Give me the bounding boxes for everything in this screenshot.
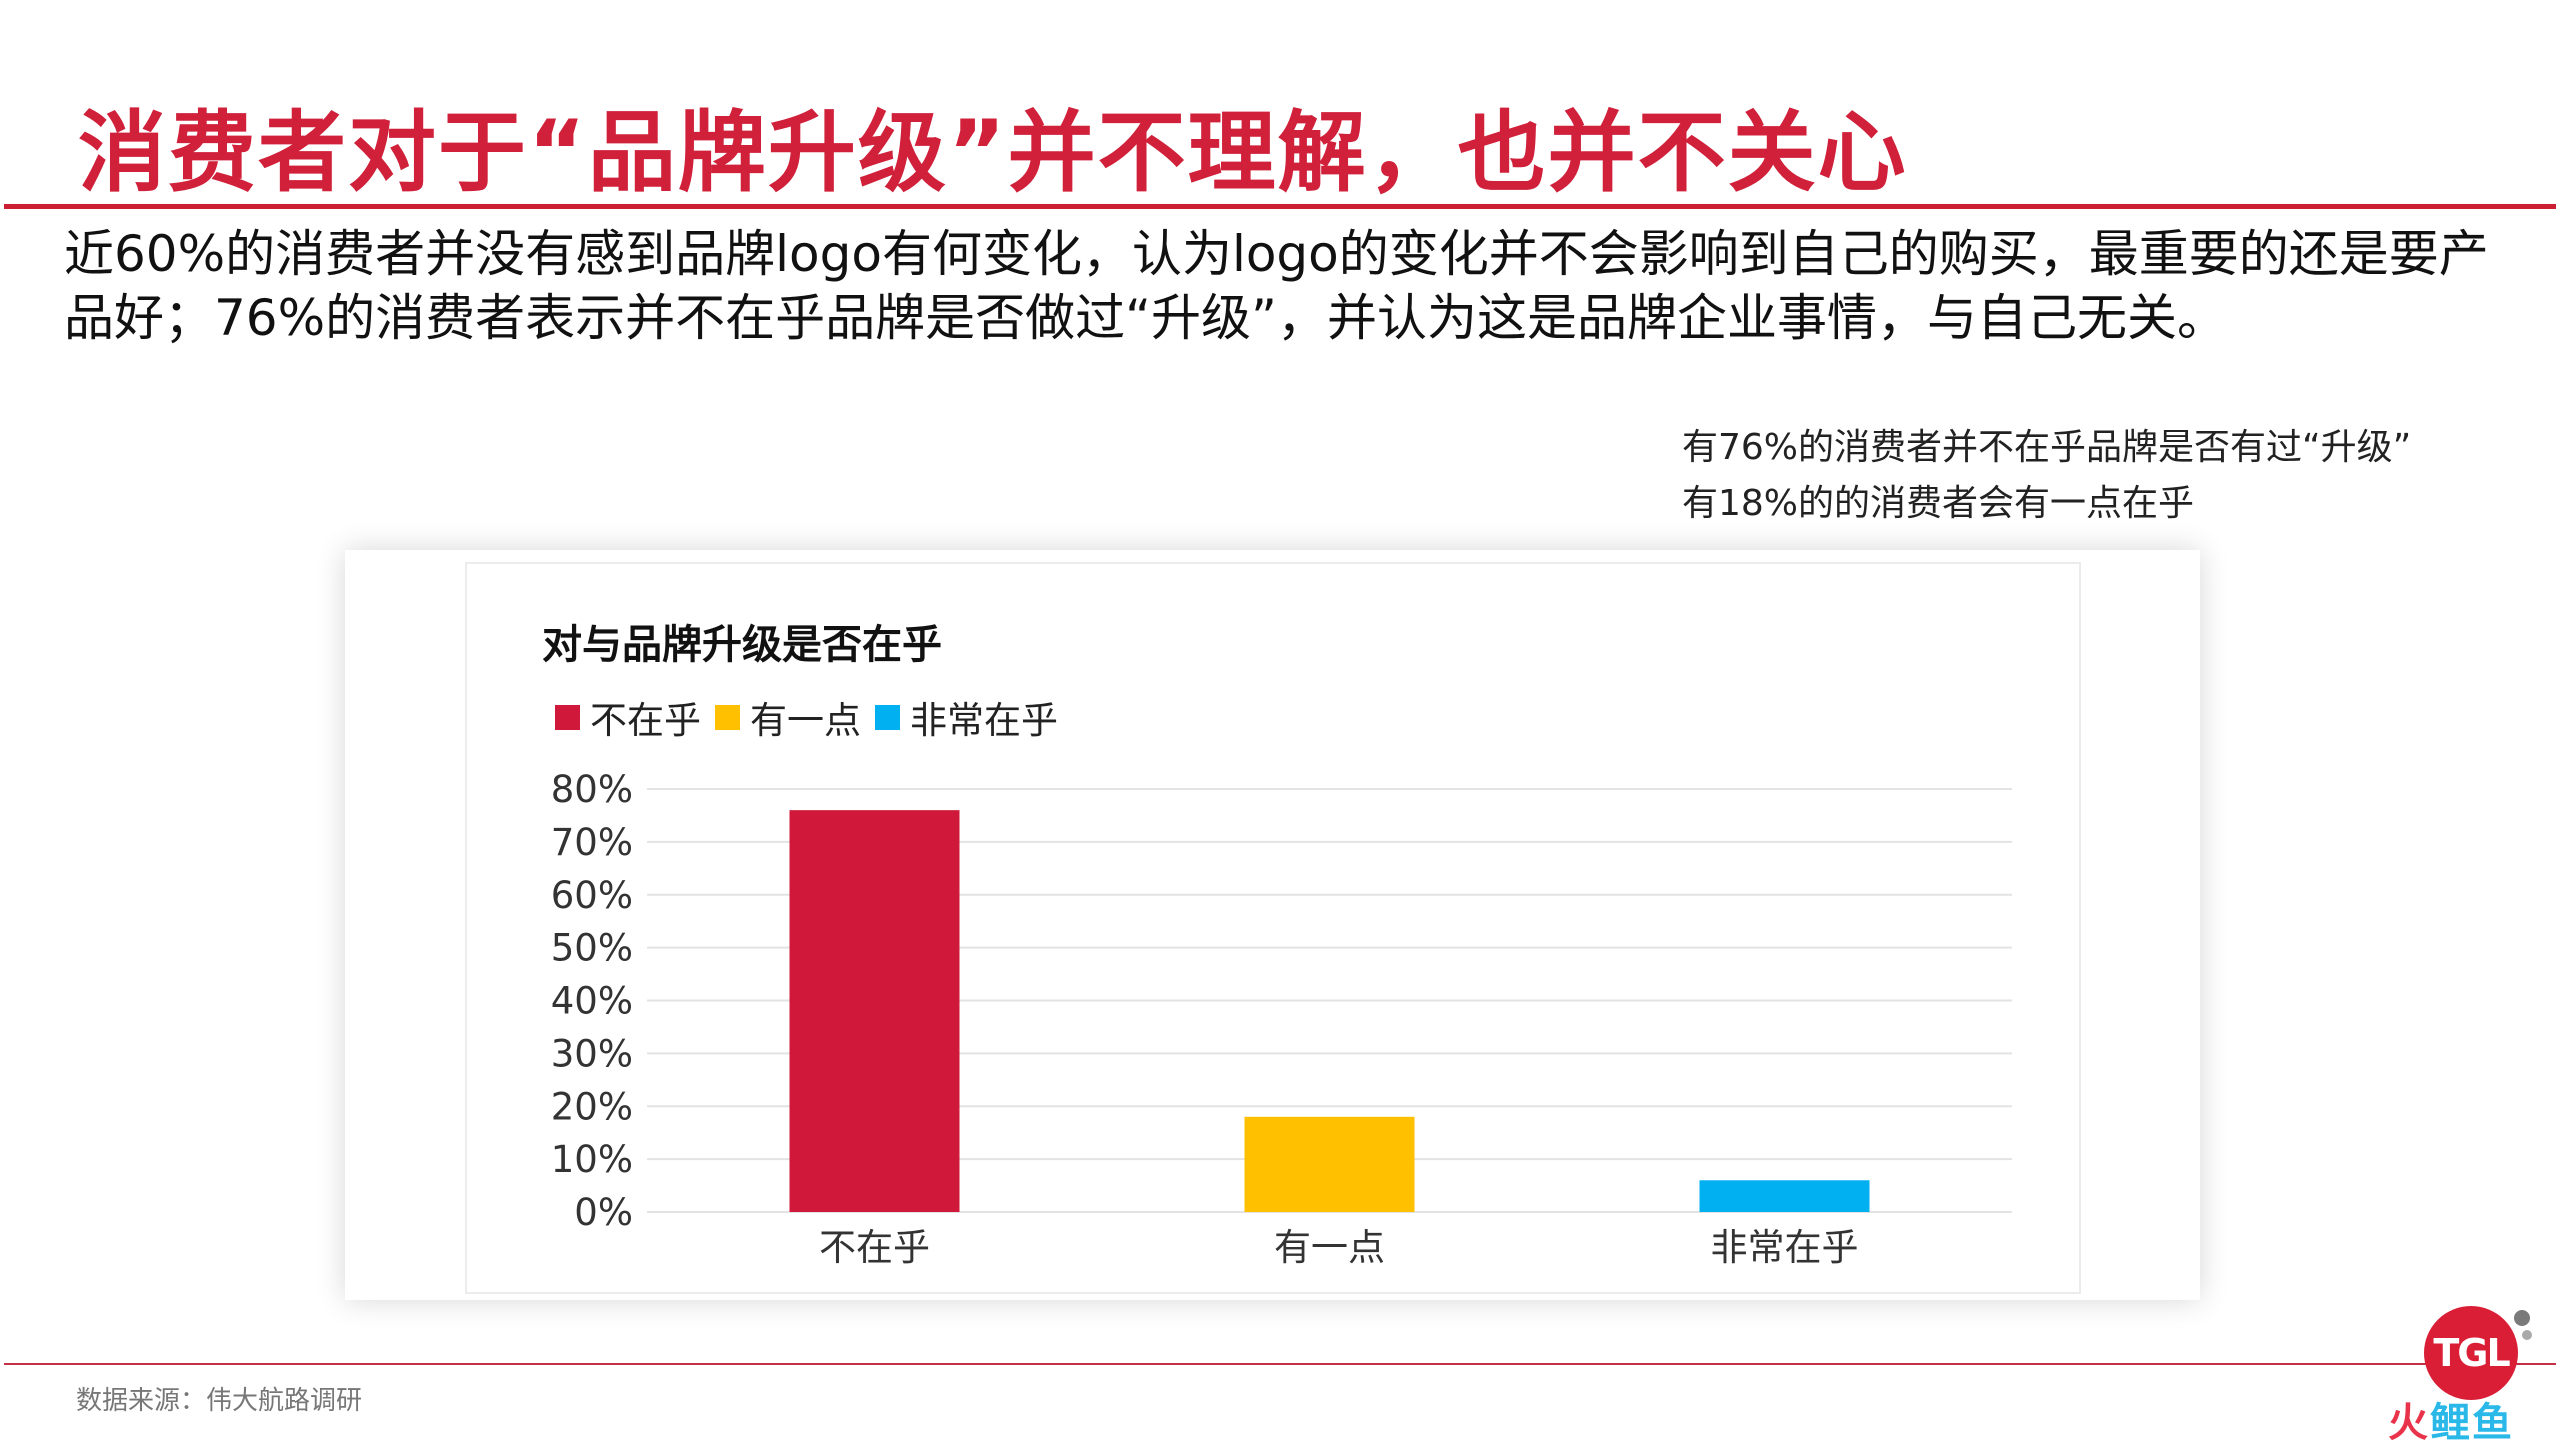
logo-wordmark: 火鲤鱼 xyxy=(2388,1390,2514,1448)
data-source: 数据来源：伟大航路调研 xyxy=(76,1386,363,1416)
note-line-2: 有18%的的消费者会有一点在乎 xyxy=(1682,483,2195,524)
logo-fish: 鲤鱼 xyxy=(2430,1400,2514,1446)
note-line-1: 有76%的消费者并不在乎品牌是否有过“升级” xyxy=(1682,427,2412,468)
y-tick-label: 10% xyxy=(551,1138,633,1181)
y-tick-label: 70% xyxy=(551,821,633,864)
chart-card: 对与品牌升级是否在乎 不在乎 有一点 非常在乎 0% 10% 20% 30% 40% 50… xyxy=(345,550,2200,1300)
logo-dot xyxy=(2514,1310,2530,1326)
legend-item-very-care: 非常在乎 xyxy=(875,690,1058,744)
logo-fire: 火 xyxy=(2388,1400,2430,1446)
tgl-badge: TGL xyxy=(2424,1306,2518,1400)
footer-divider xyxy=(4,1363,2556,1365)
brand-logo: TGL 火鲤鱼 xyxy=(2388,1306,2538,1446)
legend-label: 不在乎 xyxy=(590,699,701,742)
legend-label: 有一点 xyxy=(750,699,861,742)
y-tick-label: 80% xyxy=(551,768,633,811)
legend-swatch xyxy=(555,704,580,730)
chart-legend: 不在乎 有一点 非常在乎 xyxy=(555,690,1058,744)
title-divider xyxy=(4,204,2556,209)
y-tick-label: 40% xyxy=(551,980,633,1023)
legend-label: 非常在乎 xyxy=(910,699,1058,742)
bar xyxy=(1699,1180,1870,1212)
y-tick-label: 50% xyxy=(551,927,633,970)
y-tick-label: 20% xyxy=(551,1085,633,1128)
legend-swatch xyxy=(875,704,900,730)
x-tick-label: 有一点 xyxy=(1274,1226,1385,1269)
y-tick-label: 0% xyxy=(574,1191,633,1234)
chart-note: 有76%的消费者并不在乎品牌是否有过“升级” 有18%的的消费者会有一点在乎 xyxy=(1682,420,2411,532)
chart-area: 对与品牌升级是否在乎 不在乎 有一点 非常在乎 0% 10% 20% 30% 40% 50… xyxy=(465,562,2081,1294)
x-tick-label: 不在乎 xyxy=(819,1226,930,1269)
legend-item-a-little: 有一点 xyxy=(715,690,861,744)
legend-swatch xyxy=(715,704,740,730)
bar xyxy=(1244,1116,1415,1212)
bar-chart: 0% 10% 20% 30% 40% 50% 60% 70% 80% 不在乎 有一点 非常在乎 xyxy=(551,768,2012,1269)
chart-title: 对与品牌升级是否在乎 xyxy=(542,622,942,668)
legend-item-not-care: 不在乎 xyxy=(555,690,701,744)
logo-dot xyxy=(2522,1330,2532,1340)
slide-title: 消费者对于“品牌升级”并不理解，也并不关心 xyxy=(78,101,1908,204)
y-tick-label: 60% xyxy=(551,874,633,917)
y-tick-label: 30% xyxy=(551,1032,633,1075)
intro-paragraph: 近60%的消费者并没有感到品牌logo有何变化，认为logo的变化并不会影响到自… xyxy=(64,225,2489,347)
x-tick-label: 非常在乎 xyxy=(1711,1226,1859,1269)
bar xyxy=(789,810,960,1212)
